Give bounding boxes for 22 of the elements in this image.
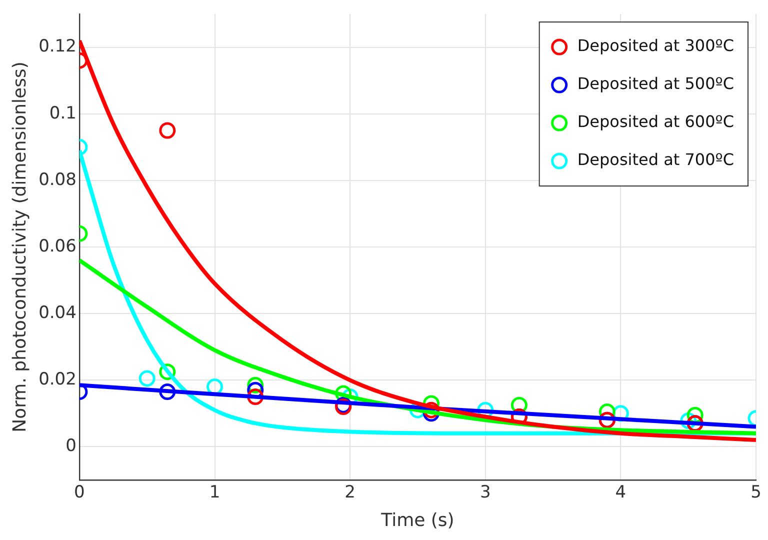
y-tick-label: 0.12 [38,36,76,57]
legend-label: Deposited at 600ºC [577,112,734,132]
y-tick-label: 0 [66,436,76,456]
x-tick-label: 4 [615,482,626,503]
x-axis-title: Time (s) [380,510,454,531]
legend-label: Deposited at 700ºC [577,150,734,170]
y-tick-label: 0.1 [49,103,76,124]
x-tick-label: 2 [344,482,356,503]
y-tick-label: 0.06 [38,236,76,256]
y-tick-label: 0.02 [38,370,76,390]
y-tick-label: 0.04 [38,302,76,323]
legend-label: Deposited at 300ºC [577,36,734,56]
point [159,122,176,139]
point [138,370,156,387]
x-tick-label: 1 [209,482,220,503]
y-tick-label: 0.08 [38,170,76,190]
x-tick-label: 5 [750,482,762,503]
y-axis-title: Norm. photoconductivity (dimensionless) [9,62,30,432]
x-tick-label: 3 [480,482,491,503]
point [159,384,176,400]
legend-label: Deposited at 500ºC [577,74,734,94]
line-series [79,38,756,442]
